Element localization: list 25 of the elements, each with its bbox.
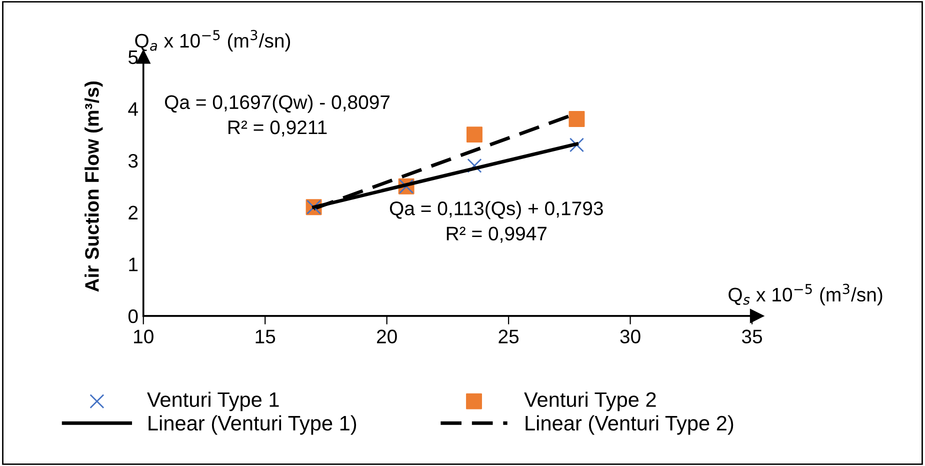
point — [568, 111, 585, 128]
y-tick-label: 1 — [129, 258, 138, 272]
legend-label: Venturi Type 2 — [524, 392, 656, 412]
legend-label: Linear (Venturi Type 1) — [148, 415, 356, 435]
annotation: Qa = 0,1697(Qw) - 0,8097 R² = 0,9211 — [164, 94, 390, 137]
point — [466, 126, 482, 143]
text: Q$_{a}$ x 10$^{−5}$ (m$^{3}$/sn) — [135, 30, 290, 52]
y-tick-label: 3 — [128, 154, 138, 168]
y-tick-label: 4 — [128, 102, 138, 116]
x-tick-label: 15 — [256, 330, 276, 344]
y-axis-title: Air Suction Flow (m³/s) — [84, 82, 103, 292]
annotation: Q$_{s}$ x 10$^{−5}$ (m$^{3}$/sn) — [728, 284, 882, 306]
legend-label: Linear (Venturi Type 2) — [526, 415, 734, 435]
x-tick-label: 20 — [377, 330, 397, 344]
y-tick-label: 2 — [128, 206, 138, 220]
x-tick-label: 30 — [620, 330, 640, 344]
y-tick-label: 0 — [128, 309, 138, 324]
x-tick-label: 10 — [134, 330, 154, 344]
y-tick-label: 5 — [128, 50, 138, 64]
x-tick-label: 25 — [498, 330, 519, 344]
point — [467, 158, 482, 173]
x-tick-label: 35 — [742, 330, 762, 344]
legend-label: Venturi Type 1 — [147, 392, 279, 412]
point — [569, 138, 584, 152]
annotation: Qa = 0,113(Qs) + 0,1793 R² = 0,9947 — [390, 201, 603, 243]
